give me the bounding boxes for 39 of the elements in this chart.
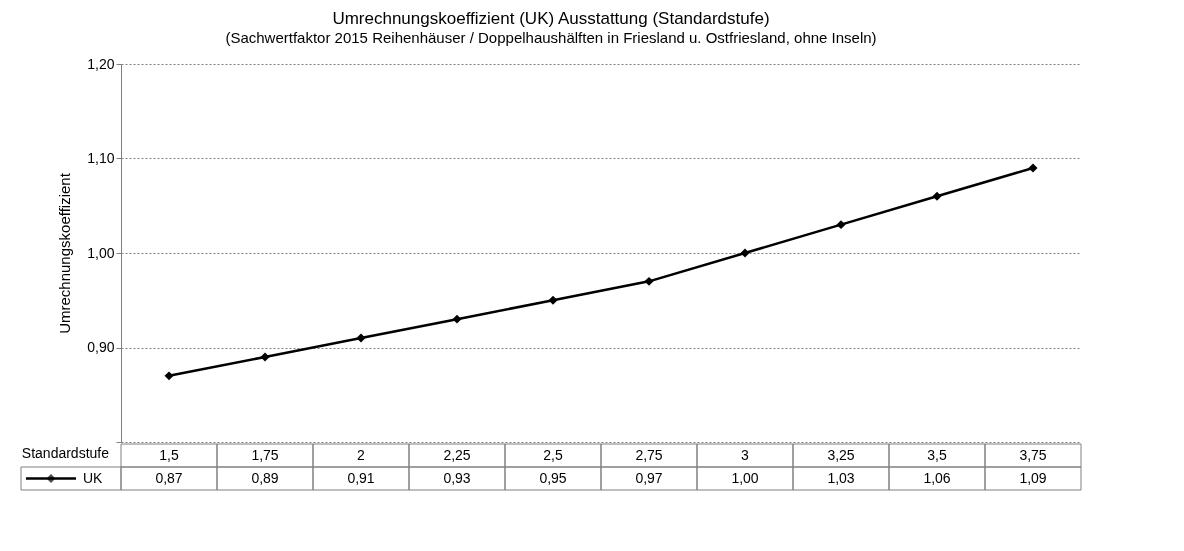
point [356,333,366,343]
x-tick-label: 3,25 [827,446,855,463]
data-label: 0,89 [251,469,279,486]
point [164,371,174,381]
point [644,276,654,286]
data-label: 1,06 [923,469,951,486]
y-tick-label: 1,10 [87,150,115,166]
data-label: 0,87 [155,469,183,486]
data-label: 0,97 [635,469,663,486]
point [740,248,750,258]
data-label: 0,95 [539,469,567,486]
chart-title: Umrechnungskoeffizient (UK) Ausstattung (Standardstufe) [332,9,770,28]
x-tick-label: 2,75 [635,446,663,463]
y-tick-label: 0,90 [87,339,115,355]
x-tick-label: 2,25 [443,446,471,463]
x-tick-label: 1,75 [251,446,279,463]
x-tick-label: 3,5 [927,446,947,463]
y-tick-label: 1,00 [87,244,115,261]
data-label: 0,91 [347,469,375,486]
data-label: 1,00 [731,469,759,486]
point [548,295,558,305]
data-label: 1,03 [827,469,855,486]
point [260,352,270,362]
data-label: 0,93 [443,469,471,486]
x-tick-label: 3 [741,446,750,463]
x-tick-label: 2 [357,446,366,463]
y-axis-title: Umrechnungskoeffizient [56,172,74,334]
x-axis-title: Standardstufe [21,445,110,461]
chart-subtitle: (Sachwertfaktor 2015 Reihenhäuser / Doppelhaushälften in Friesland u. Ostfriesland, ohne Inseln) [225,29,877,46]
y-tick-label: 1,20 [87,55,115,72]
x-tick-label: 2,5 [543,446,563,463]
x-tick-label: 1,5 [159,446,179,463]
x-tick-label: 3,75 [1019,446,1047,463]
point [452,314,462,324]
point [932,191,942,201]
point [1028,163,1038,173]
point [836,220,846,230]
data-label: 1,09 [1019,469,1047,486]
legend-label: UK [83,469,104,486]
